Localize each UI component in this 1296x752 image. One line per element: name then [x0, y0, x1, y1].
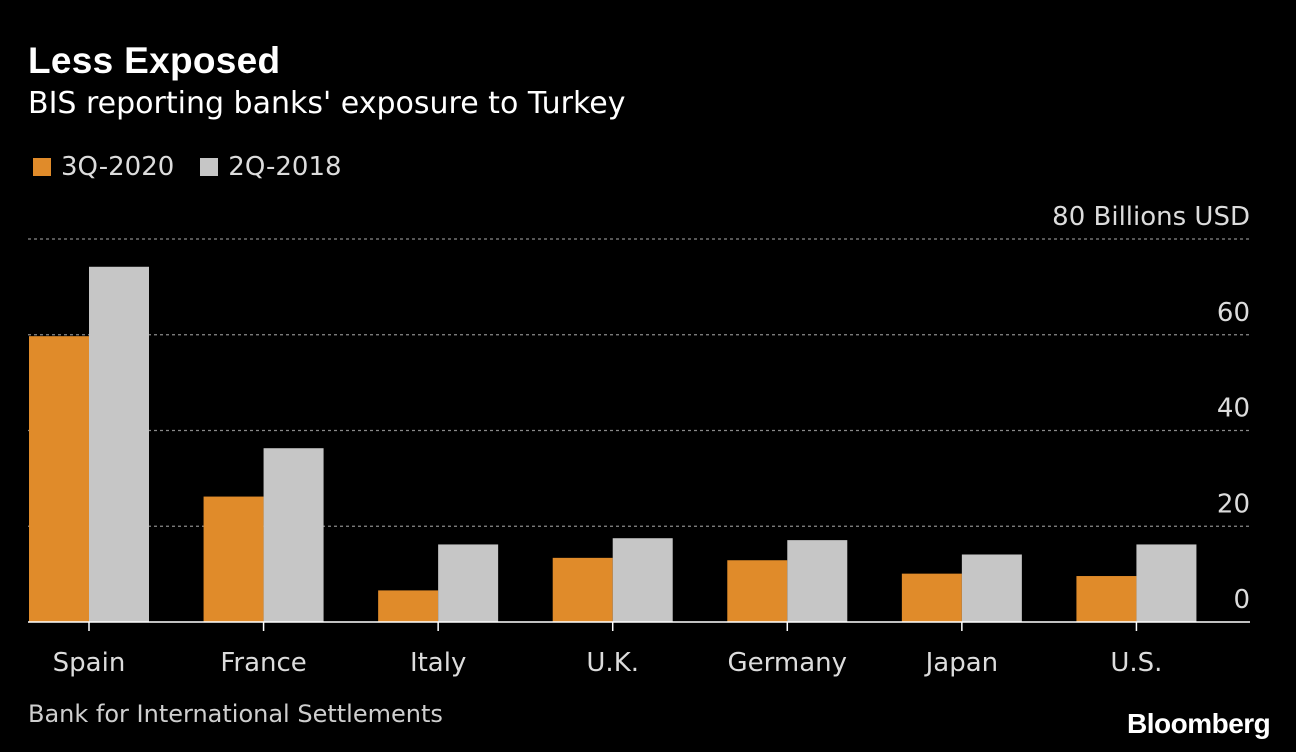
legend-swatch-3q-2020 [33, 158, 51, 176]
x-tick-label-japan: Japan [924, 648, 999, 678]
x-tick-label-spain: Spain [53, 648, 126, 678]
source-note: Bank for International Settlements [28, 700, 443, 728]
legend-item-2q-2018: 2Q-2018 [200, 152, 342, 182]
bar-germany-3q-2020 [727, 560, 788, 622]
bar-uk-3q-2020 [552, 557, 613, 622]
bar-france-2q-2018 [263, 448, 324, 622]
chart-title: Less Exposed [28, 40, 281, 81]
legend-item-3q-2020: 3Q-2020 [33, 152, 174, 182]
bar-spain-2q-2018 [89, 266, 149, 622]
x-tick-label-france: France [220, 648, 306, 678]
bar-japan-3q-2020 [901, 573, 962, 622]
bar-spain-3q-2020 [29, 336, 89, 622]
y-tick-label-0: 0 [1233, 585, 1250, 615]
bar-italy-2q-2018 [438, 544, 499, 622]
y-tick-label-80: 80 Billions USD [1052, 202, 1250, 232]
x-tick-label-uk: U.K. [586, 648, 639, 678]
x-tick-label-us: U.S. [1110, 648, 1162, 678]
bar-us-2q-2018 [1136, 544, 1197, 622]
legend: 3Q-2020 2Q-2018 [33, 152, 368, 182]
y-tick-label-60: 60 [1217, 298, 1250, 328]
legend-swatch-2q-2018 [200, 158, 219, 176]
bar-france-3q-2020 [203, 496, 264, 622]
bar-italy-3q-2020 [378, 590, 439, 622]
bar-us-3q-2020 [1076, 576, 1137, 622]
chart-subtitle: BIS reporting banks' exposure to Turkey [28, 86, 626, 121]
legend-label-2q-2018: 2Q-2018 [228, 152, 342, 182]
bar-japan-2q-2018 [961, 554, 1022, 622]
x-tick-label-germany: Germany [728, 648, 848, 678]
bloomberg-logo: Bloomberg [1127, 708, 1271, 739]
legend-label-3q-2020: 3Q-2020 [61, 152, 175, 182]
y-tick-label-20: 20 [1217, 489, 1250, 519]
bar-uk-2q-2018 [612, 538, 673, 622]
bar-germany-2q-2018 [787, 540, 848, 622]
x-tick-label-italy: Italy [410, 648, 466, 678]
y-tick-label-40: 40 [1217, 394, 1250, 424]
